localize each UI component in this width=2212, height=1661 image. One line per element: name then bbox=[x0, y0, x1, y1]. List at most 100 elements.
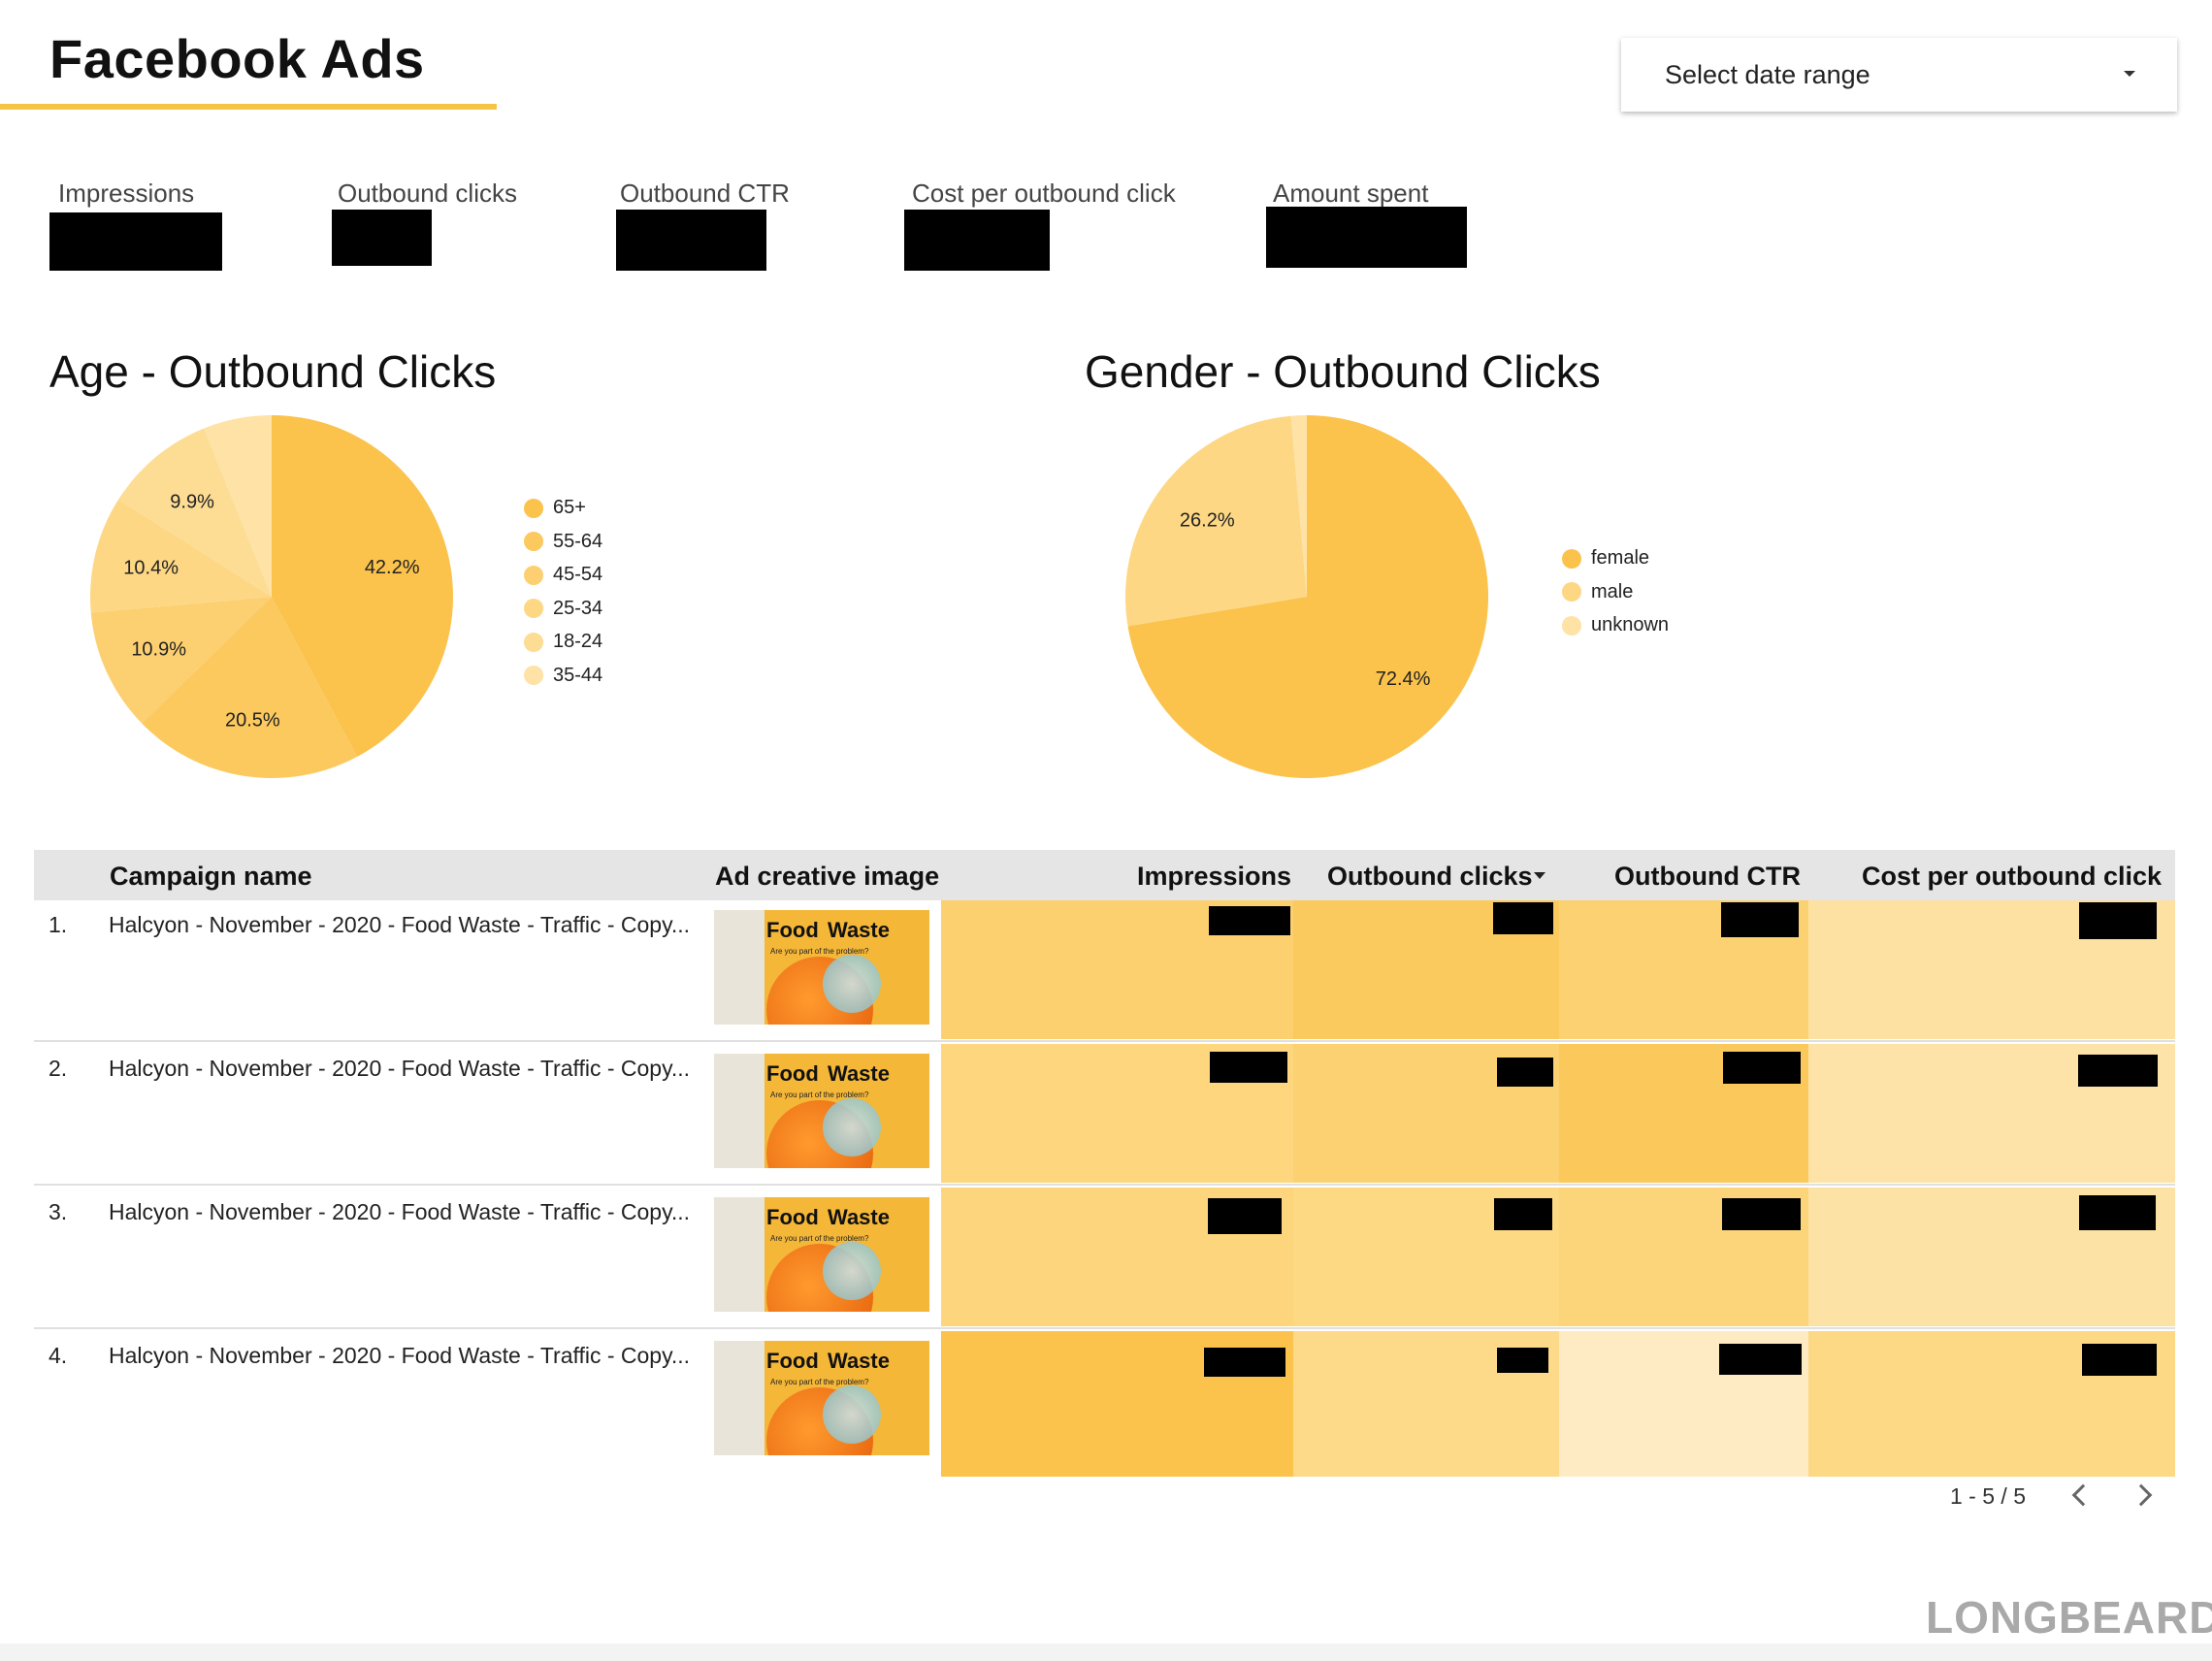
scorecard-outbound-clicks-label: Outbound clicks bbox=[338, 179, 517, 208]
legend-label: 55-64 bbox=[553, 530, 603, 552]
legend-swatch-icon bbox=[524, 565, 543, 585]
legend-label: 35-44 bbox=[553, 664, 603, 686]
date-range-select[interactable]: Select date range bbox=[1621, 38, 2177, 112]
thumbnail-pattern bbox=[714, 1054, 764, 1168]
pie-slice-label: 9.9% bbox=[170, 492, 214, 513]
pie-slice-label: 10.4% bbox=[123, 558, 179, 579]
row-divider bbox=[34, 1327, 2175, 1329]
pie-slice-18-24[interactable] bbox=[118, 428, 272, 597]
title-underline bbox=[0, 104, 497, 110]
thumbnail-pattern bbox=[714, 1197, 764, 1312]
redacted-value bbox=[1208, 1198, 1282, 1234]
redacted-value bbox=[1209, 906, 1290, 935]
creative-subline: Are you part of the problem? bbox=[770, 1378, 869, 1386]
redacted-value bbox=[2079, 902, 2157, 939]
legend-item[interactable]: male bbox=[1562, 581, 1633, 603]
pie-slice-65plus[interactable] bbox=[272, 415, 453, 757]
mold-illustration bbox=[823, 1242, 881, 1300]
legend-label: 18-24 bbox=[553, 631, 603, 652]
longbeard-logo: LONGBEARD bbox=[1926, 1592, 2212, 1643]
row-index: 4. bbox=[49, 1343, 68, 1368]
legend-item[interactable]: 35-44 bbox=[524, 665, 602, 687]
scorecard-impressions-label: Impressions bbox=[58, 179, 195, 208]
legend-item[interactable]: 55-64 bbox=[524, 531, 602, 553]
ad-creative-thumbnail[interactable]: Food Waste Are you part of the problem? bbox=[714, 1341, 929, 1455]
ad-creative-thumbnail[interactable]: Food Waste Are you part of the problem? bbox=[714, 910, 929, 1025]
pie-slice-label: 20.5% bbox=[225, 709, 280, 731]
row-index: 2. bbox=[49, 1056, 68, 1081]
col-outbound-ctr[interactable]: Outbound CTR bbox=[1614, 862, 1801, 891]
row-divider bbox=[34, 1040, 2175, 1042]
legend-swatch-icon bbox=[1562, 615, 1581, 635]
redacted-value bbox=[1723, 1052, 1801, 1084]
date-range-label: Select date range bbox=[1665, 60, 1870, 89]
pie-slice-male[interactable] bbox=[1125, 415, 1307, 627]
table-header: Campaign name Ad creative image Impressi… bbox=[34, 850, 2175, 900]
gender-legend: female male unknown bbox=[1562, 547, 1717, 654]
gender-chart-title: Gender - Outbound Clicks bbox=[1085, 346, 1601, 397]
legend-item[interactable]: 25-34 bbox=[524, 598, 602, 620]
pie-slice-25-34[interactable] bbox=[90, 499, 272, 613]
legend-item[interactable]: unknown bbox=[1562, 614, 1669, 636]
pie-slice-label: 42.2% bbox=[365, 557, 420, 578]
pie-slice-label: 10.9% bbox=[131, 638, 186, 660]
campaign-name-cell: Halcyon - November - 2020 - Food Waste -… bbox=[109, 912, 691, 937]
legend-swatch-icon bbox=[524, 632, 543, 652]
next-page-button[interactable] bbox=[2128, 1479, 2161, 1512]
pagination-label: 1 - 5 / 5 bbox=[1950, 1483, 2026, 1509]
ad-creative-thumbnail[interactable]: Food Waste Are you part of the problem? bbox=[714, 1054, 929, 1168]
legend-swatch-icon bbox=[524, 532, 543, 551]
pie-slice-45-54[interactable] bbox=[90, 597, 272, 724]
age-legend: 65+ 55-64 45-54 25-34 18-24 35-44 bbox=[524, 497, 669, 691]
legend-label: male bbox=[1591, 580, 1634, 603]
legend-item[interactable]: 65+ bbox=[524, 497, 586, 519]
creative-headline-word2: Waste bbox=[828, 1349, 890, 1373]
page-title: Facebook Ads bbox=[49, 28, 425, 89]
redacted-value bbox=[1204, 1348, 1285, 1377]
campaign-name-cell: Halcyon - November - 2020 - Food Waste -… bbox=[109, 1343, 691, 1368]
legend-swatch-icon bbox=[524, 498, 543, 518]
redacted-value bbox=[1210, 1052, 1287, 1083]
sort-desc-icon[interactable] bbox=[1534, 872, 1545, 879]
redacted-value bbox=[1493, 902, 1553, 934]
scorecard-cost-per-click-value bbox=[904, 210, 1050, 271]
col-campaign-name[interactable]: Campaign name bbox=[110, 862, 312, 891]
legend-swatch-icon bbox=[1562, 548, 1581, 569]
pie-slice-55-64[interactable] bbox=[142, 597, 358, 778]
legend-label: 45-54 bbox=[553, 564, 603, 585]
legend-item[interactable]: female bbox=[1562, 547, 1649, 570]
gender-pie-chart: 72.4% 26.2% bbox=[1125, 415, 1488, 778]
creative-headline-word1: Food bbox=[766, 1349, 819, 1373]
row-index: 1. bbox=[49, 912, 68, 937]
chevron-left-icon bbox=[2071, 1483, 2095, 1507]
scorecard-outbound-ctr-value bbox=[616, 210, 766, 271]
pie-slice-female[interactable] bbox=[1127, 415, 1488, 778]
legend-item[interactable]: 18-24 bbox=[524, 631, 602, 653]
creative-headline-word1: Food bbox=[766, 1205, 819, 1229]
creative-headline-word2: Waste bbox=[828, 1205, 890, 1229]
creative-headline-word1: Food bbox=[766, 918, 819, 942]
creative-subline: Are you part of the problem? bbox=[770, 1234, 869, 1243]
col-ad-creative-image[interactable]: Ad creative image bbox=[715, 862, 940, 891]
col-cost-per-outbound-click[interactable]: Cost per outbound click bbox=[1861, 862, 2162, 891]
age-chart-title: Age - Outbound Clicks bbox=[49, 346, 497, 397]
previous-page-button[interactable] bbox=[2064, 1479, 2097, 1512]
redacted-value bbox=[2082, 1344, 2157, 1376]
creative-subline: Are you part of the problem? bbox=[770, 1091, 869, 1099]
ad-creative-thumbnail[interactable]: Food Waste Are you part of the problem? bbox=[714, 1197, 929, 1312]
col-outbound-clicks[interactable]: Outbound clicks bbox=[1327, 862, 1533, 891]
mold-illustration bbox=[823, 955, 881, 1013]
pie-slice-label: 26.2% bbox=[1180, 509, 1235, 531]
legend-label: 65+ bbox=[553, 497, 586, 518]
pie-slice-35-44[interactable] bbox=[204, 415, 272, 597]
pie-slice-unknown[interactable] bbox=[1290, 415, 1307, 597]
redacted-value bbox=[1497, 1348, 1548, 1373]
chevron-right-icon bbox=[2130, 1483, 2153, 1507]
legend-swatch-icon bbox=[524, 599, 543, 618]
scorecard-amount-spent-value bbox=[1266, 207, 1467, 268]
legend-swatch-icon bbox=[524, 666, 543, 685]
legend-item[interactable]: 45-54 bbox=[524, 564, 602, 586]
redacted-value bbox=[2078, 1055, 2158, 1087]
campaign-name-cell: Halcyon - November - 2020 - Food Waste -… bbox=[109, 1056, 691, 1081]
col-impressions[interactable]: Impressions bbox=[1136, 862, 1291, 891]
